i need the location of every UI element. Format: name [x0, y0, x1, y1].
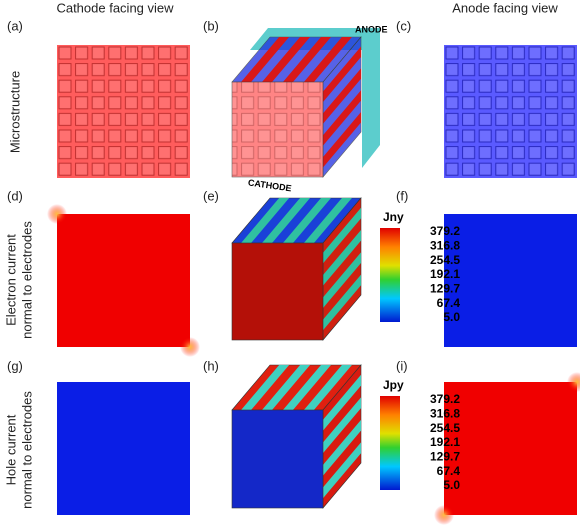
- channel: [323, 68, 361, 124]
- channel: [282, 198, 331, 243]
- hotspot: [47, 204, 67, 224]
- field-map: [444, 214, 577, 347]
- channel: [262, 365, 311, 410]
- channel: [241, 37, 290, 82]
- channel: [323, 46, 361, 102]
- channel: [323, 112, 361, 168]
- cube-front: [231, 242, 324, 341]
- column-headers: Cathode facing view Anode facing view: [56, 0, 558, 15]
- colorbar: [380, 228, 400, 322]
- colorbar-tick-label: 254.5: [430, 253, 460, 267]
- panel-label: (b): [203, 18, 219, 33]
- cube-front: [231, 81, 324, 178]
- anode-plate: [250, 28, 380, 168]
- colorbar-tick-label: 379.2: [430, 392, 460, 406]
- colorbar-tick-label: 316.8: [430, 407, 460, 421]
- colorbar-tick-label: 129.7: [430, 450, 460, 464]
- colorbar-title: Jpy: [383, 378, 404, 392]
- channel: [323, 90, 361, 146]
- row-label: normal to electrodes: [19, 221, 34, 339]
- channel: [323, 230, 361, 286]
- channel: [241, 365, 290, 410]
- cathode-label: CATHODE: [247, 177, 292, 193]
- colorbar-tick-label: 67.4: [437, 464, 461, 478]
- channel: [241, 198, 290, 243]
- panel-label: (g): [7, 358, 23, 373]
- panel-label: (e): [203, 188, 219, 203]
- channel: [303, 365, 352, 410]
- channel: [323, 397, 361, 454]
- channel: [323, 442, 361, 499]
- colorbar: [380, 396, 400, 490]
- panel-label: (c): [396, 18, 411, 33]
- colorbar-tick-label: 67.4: [437, 296, 461, 310]
- column-header: Cathode facing view: [56, 0, 174, 15]
- anode-label: ANODE: [355, 24, 388, 34]
- field-map: [57, 214, 190, 347]
- row-label: Electron current: [3, 234, 18, 326]
- hotspot: [567, 372, 580, 392]
- colorbar-tick-label: 316.8: [430, 239, 460, 253]
- colorbar-tick-label: 379.2: [430, 224, 460, 238]
- hotspot: [180, 337, 200, 357]
- hotspot: [434, 505, 454, 525]
- channel: [303, 37, 352, 82]
- colorbar-tick-label: 129.7: [430, 282, 460, 296]
- panel-label: (f): [396, 188, 408, 203]
- channel: [262, 198, 311, 243]
- field-map: [444, 382, 577, 515]
- channel: [323, 207, 361, 264]
- row-label: normal to electrodes: [19, 391, 34, 509]
- microstructure-cathode: [57, 45, 190, 178]
- column-header: Anode facing view: [452, 0, 558, 15]
- colorbar-title: Jny: [383, 210, 404, 224]
- colorbar-tick-label: 5.0: [443, 310, 460, 324]
- row-label: Microstructure: [7, 71, 22, 153]
- panel-label: (i): [396, 358, 408, 373]
- field-map: [57, 382, 190, 515]
- channel: [323, 374, 361, 431]
- panel-label: (a): [7, 18, 23, 33]
- cube-front: [231, 409, 324, 509]
- channel: [262, 37, 311, 82]
- colorbar-tick-label: 192.1: [430, 267, 460, 281]
- channel: [282, 37, 331, 82]
- colorbar-tick-label: 5.0: [443, 478, 460, 492]
- panel-label: (d): [7, 188, 23, 203]
- channel: [323, 274, 361, 331]
- channel: [323, 252, 361, 308]
- panel-label: (h): [203, 358, 219, 373]
- colorbar-tick-label: 254.5: [430, 421, 460, 435]
- channel: [323, 419, 361, 476]
- channel: [303, 198, 352, 243]
- microstructure-anode: [444, 45, 577, 178]
- channel: [282, 365, 331, 410]
- row-label: Hole current: [3, 414, 18, 485]
- colorbar-tick-label: 192.1: [430, 435, 460, 449]
